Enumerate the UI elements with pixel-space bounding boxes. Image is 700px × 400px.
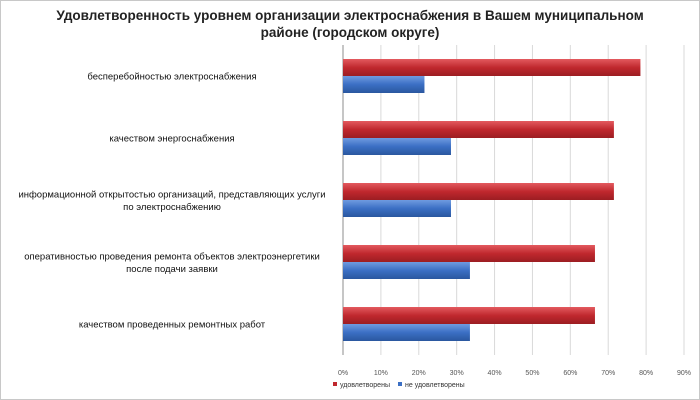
x-tick-label: 30% [450, 370, 464, 377]
legend-swatch [333, 382, 337, 386]
bar-not-satisfied [343, 200, 451, 217]
bar-satisfied [343, 121, 614, 138]
bar-not-satisfied [343, 76, 425, 93]
bar-not-satisfied [343, 262, 470, 279]
category-label: по электроснабжению [123, 202, 221, 213]
category-label: качеством проведенных ремонтных работ [79, 320, 266, 331]
chart-title-line: районе (городском округе) [261, 25, 440, 40]
bar-not-satisfied [343, 324, 470, 341]
x-tick-label: 50% [525, 370, 539, 377]
chart-title-line: Удовлетворенность уровнем организации эл… [56, 8, 643, 23]
x-tick-label: 40% [488, 370, 502, 377]
x-tick-label: 10% [374, 370, 388, 377]
category-label: информационной открытостью организаций, … [18, 189, 325, 200]
x-tick-label: 70% [601, 370, 615, 377]
category-labels: бесперебойностью электроснабжения качеств… [18, 72, 325, 331]
x-tick-label: 0% [338, 370, 348, 377]
category-label: качеством энергоснабжения [109, 134, 234, 145]
legend: удовлетворены не удовлетворены [333, 382, 465, 389]
x-tick-label: 90% [677, 370, 691, 377]
x-tick-label: 80% [639, 370, 653, 377]
bar-not-satisfied [343, 138, 451, 155]
x-tick-label: 20% [412, 370, 426, 377]
x-tick-label: 60% [563, 370, 577, 377]
category-label: после подачи заявки [126, 264, 218, 275]
chart-title: Удовлетворенность уровнем организации эл… [56, 8, 643, 40]
legend-label: не удовлетворены [405, 382, 465, 389]
bar-satisfied [343, 245, 595, 262]
bar-satisfied [343, 183, 614, 200]
category-label: бесперебойностью электроснабжения [87, 72, 256, 83]
bars [343, 59, 641, 341]
bar-satisfied [343, 59, 641, 76]
x-tick-labels: 0% 10% 20% 30% 40% 50% 60% 70% 80% 90% [338, 370, 691, 377]
bar-satisfied [343, 307, 595, 324]
legend-label: удовлетворены [340, 382, 390, 389]
category-label: оперативностью проведения ремонта объект… [24, 251, 320, 262]
legend-swatch [398, 382, 402, 386]
